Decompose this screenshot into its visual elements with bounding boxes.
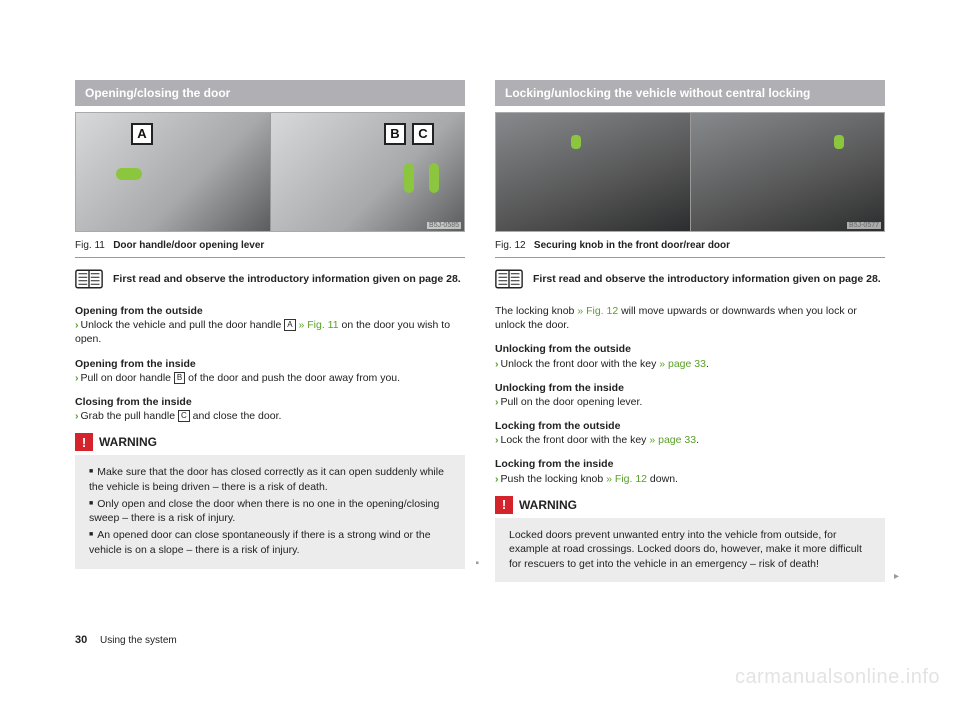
page-footer: 30 Using the system <box>75 634 177 646</box>
handle-a-highlight <box>116 168 142 180</box>
right-intro-ref[interactable]: » Fig. 12 <box>577 305 618 317</box>
chevron-icon: › <box>495 396 499 408</box>
warning-right-text: Locked doors prevent unwanted entry into… <box>509 529 862 570</box>
figure-11-caption: Fig. 11 Door handle/door opening lever <box>75 236 465 258</box>
right-intro: The locking knob » Fig. 12 will move upw… <box>495 304 885 332</box>
left-s1-head: Opening from the outside <box>75 305 203 317</box>
right-s4-ref[interactable]: » Fig. 12 <box>606 473 647 485</box>
right-s2-head: Unlocking from the inside <box>495 382 624 394</box>
right-s1-pre: Unlock the front door with the key <box>501 358 660 370</box>
warn-bullet-2: ■Only open and close the door when there… <box>89 497 451 526</box>
warning-icon: ! <box>75 433 93 451</box>
left-s2-head: Opening from the inside <box>75 358 196 370</box>
handle-c-highlight <box>429 163 439 193</box>
right-section-header: Locking/unlocking the vehicle without ce… <box>495 80 885 106</box>
right-s1-head: Unlocking from the outside <box>495 343 631 355</box>
warn-bullet-3: ■An opened door can close spontaneously … <box>89 528 451 557</box>
read-first-left: First read and observe the introductory … <box>75 268 465 290</box>
figure-12-title: Securing knob in the front door/rear doo… <box>534 240 730 251</box>
warning-left-body: ■Make sure that the door has closed corr… <box>75 455 465 569</box>
figure-12: B5J-0577 <box>495 112 885 232</box>
keycap-a: A <box>284 319 295 331</box>
chevron-icon: › <box>495 434 499 446</box>
page: Opening/closing the door A B C B5J-0585 … <box>0 0 960 582</box>
figure-12-caption: Fig. 12 Securing knob in the front door/… <box>495 236 885 258</box>
warning-right: ! WARNING Locked doors prevent unwanted … <box>495 496 885 582</box>
warn-bullet-1: ■Make sure that the door has closed corr… <box>89 465 451 494</box>
right-s4-post: down. <box>647 473 678 485</box>
figure-11-title: Door handle/door opening lever <box>113 240 264 251</box>
left-s1: Opening from the outside ›Unlock the veh… <box>75 304 465 347</box>
figure-11-right: B C <box>270 113 465 231</box>
figure-11-left: A <box>76 113 270 231</box>
left-s3-post: and close the door. <box>190 410 282 422</box>
keycap-b: B <box>174 372 185 384</box>
warn-text-1: Make sure that the door has closed corre… <box>89 466 444 493</box>
keycap-c: C <box>178 410 190 422</box>
right-s3-head: Locking from the outside <box>495 420 620 432</box>
warning-icon: ! <box>495 496 513 514</box>
figure-12-number: Fig. 12 <box>495 240 526 251</box>
left-s2: Opening from the inside ›Pull on door ha… <box>75 357 465 385</box>
warn-text-3: An opened door can close spontaneously i… <box>89 529 431 556</box>
label-a: A <box>131 123 153 145</box>
read-first-text-right: First read and observe the introductory … <box>533 273 881 285</box>
book-icon <box>495 268 523 290</box>
warn-text-2: Only open and close the door when there … <box>89 498 439 525</box>
section-end-icon: ▪ <box>475 558 479 569</box>
continue-icon: ▸ <box>894 571 899 582</box>
left-s3-pre: Grab the pull handle <box>81 410 178 422</box>
right-s4-pre: Push the locking knob <box>501 473 607 485</box>
right-s2: Unlocking from the inside ›Pull on the d… <box>495 381 885 409</box>
right-s1-ref[interactable]: » page 33 <box>659 358 706 370</box>
chevron-icon: › <box>495 473 499 485</box>
left-s3-head: Closing from the inside <box>75 396 192 408</box>
warning-left-head: ! WARNING <box>75 433 465 455</box>
warning-left: ! WARNING ■Make sure that the door has c… <box>75 433 465 569</box>
label-c: C <box>412 123 434 145</box>
chevron-icon: › <box>75 410 79 422</box>
right-s4: Locking from the inside ›Push the lockin… <box>495 457 885 485</box>
chevron-icon: › <box>75 372 79 384</box>
right-s3: Locking from the outside ›Lock the front… <box>495 419 885 447</box>
left-s3: Closing from the inside ›Grab the pull h… <box>75 395 465 423</box>
footer-section: Using the system <box>100 635 177 646</box>
figure-11-code: B5J-0585 <box>427 222 461 229</box>
warning-right-body: Locked doors prevent unwanted entry into… <box>495 518 885 582</box>
right-s4-head: Locking from the inside <box>495 458 613 470</box>
read-first-right: First read and observe the introductory … <box>495 268 885 290</box>
right-s2-text: Pull on the door opening lever. <box>501 396 643 408</box>
chevron-icon: › <box>495 358 499 370</box>
right-intro-pre: The locking knob <box>495 305 577 317</box>
right-s1-post: . <box>706 358 709 370</box>
left-s1-pre: Unlock the vehicle and pull the door han… <box>81 319 282 331</box>
left-s1-ref[interactable]: » Fig. 11 <box>296 319 339 331</box>
figure-12-right <box>690 113 885 231</box>
right-column: Locking/unlocking the vehicle without ce… <box>495 80 885 582</box>
figure-11: A B C B5J-0585 <box>75 112 465 232</box>
right-s3-post: . <box>696 434 699 446</box>
figure-12-left <box>496 113 690 231</box>
left-section-header: Opening/closing the door <box>75 80 465 106</box>
figure-11-number: Fig. 11 <box>75 240 105 251</box>
right-s1: Unlocking from the outside ›Unlock the f… <box>495 342 885 370</box>
knob-front-highlight <box>571 135 581 149</box>
page-number: 30 <box>75 634 87 646</box>
left-s2-pre: Pull on door handle <box>81 372 174 384</box>
chevron-icon: › <box>75 319 79 331</box>
left-column: Opening/closing the door A B C B5J-0585 … <box>75 80 465 582</box>
book-icon <box>75 268 103 290</box>
label-b: B <box>384 123 406 145</box>
read-first-text-left: First read and observe the introductory … <box>113 273 461 285</box>
watermark: carmanualsonline.info <box>735 666 940 689</box>
knob-rear-highlight <box>834 135 844 149</box>
handle-b-highlight <box>404 163 414 193</box>
left-s2-post: of the door and push the door away from … <box>185 372 400 384</box>
warning-right-head: ! WARNING <box>495 496 885 518</box>
warning-right-label: WARNING <box>519 498 577 512</box>
right-s3-ref[interactable]: » page 33 <box>649 434 696 446</box>
warning-left-label: WARNING <box>99 435 157 449</box>
right-s3-pre: Lock the front door with the key <box>501 434 650 446</box>
figure-12-code: B5J-0577 <box>847 222 881 229</box>
